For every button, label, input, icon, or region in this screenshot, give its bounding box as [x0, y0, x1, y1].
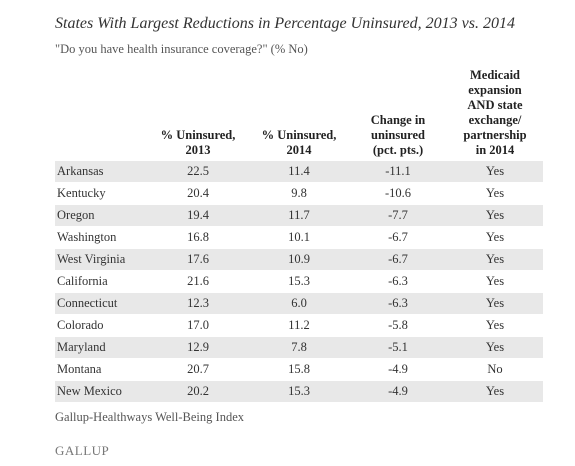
table-row: Arkansas 22.5 11.4 -11.1 Yes	[55, 161, 543, 183]
cell-state: West Virginia	[55, 248, 147, 271]
cell-uninsured-2014: 11.4	[249, 161, 349, 183]
source-footnote: Gallup-Healthways Well-Being Index	[55, 410, 244, 424]
cell-uninsured-2013: 17.0	[147, 314, 249, 337]
cell-uninsured-2014: 6.0	[249, 292, 349, 315]
table-row: Washington 16.8 10.1 -6.7 Yes	[55, 226, 543, 249]
table-header: % Uninsured, 2013 % Uninsured, 2014 Chan…	[55, 68, 543, 161]
cell-uninsured-2014: 15.3	[249, 270, 349, 293]
cell-medicaid: Yes	[447, 226, 543, 249]
cell-uninsured-2013: 19.4	[147, 204, 249, 227]
cell-uninsured-2013: 17.6	[147, 248, 249, 271]
cell-uninsured-2013: 22.5	[147, 161, 249, 183]
cell-uninsured-2014: 10.9	[249, 248, 349, 271]
cell-uninsured-2014: 9.8	[249, 182, 349, 205]
header-change: Change in uninsured (pct. pts.)	[370, 113, 426, 157]
cell-change: -11.1	[349, 161, 447, 183]
table-row: Colorado 17.0 11.2 -5.8 Yes	[55, 314, 543, 337]
cell-uninsured-2013: 16.8	[147, 226, 249, 249]
table-row: West Virginia 17.6 10.9 -6.7 Yes	[55, 248, 543, 271]
cell-uninsured-2013: 20.4	[147, 182, 249, 205]
cell-uninsured-2014: 15.8	[249, 358, 349, 381]
cell-medicaid: Yes	[447, 380, 543, 403]
cell-uninsured-2014: 7.8	[249, 336, 349, 359]
header-medicaid: Medicaid expansion AND state exchange/ p…	[463, 68, 527, 157]
cell-medicaid: Yes	[447, 248, 543, 271]
cell-medicaid: Yes	[447, 336, 543, 359]
cell-change: -10.6	[349, 182, 447, 205]
table-body: Arkansas 22.5 11.4 -11.1 Yes Kentucky 20…	[55, 161, 543, 403]
cell-state: Washington	[55, 226, 147, 249]
cell-uninsured-2014: 15.3	[249, 380, 349, 403]
cell-uninsured-2014: 10.1	[249, 226, 349, 249]
cell-state: Arkansas	[55, 161, 147, 183]
table-row: Maryland 12.9 7.8 -5.1 Yes	[55, 336, 543, 359]
cell-state: Kentucky	[55, 182, 147, 205]
cell-change: -4.9	[349, 380, 447, 403]
cell-change: -7.7	[349, 204, 447, 227]
cell-state: Connecticut	[55, 292, 147, 315]
cell-change: -5.1	[349, 336, 447, 359]
uninsured-table: % Uninsured, 2013 % Uninsured, 2014 Chan…	[55, 68, 543, 403]
header-uninsured-2013: % Uninsured, 2013	[160, 128, 236, 157]
cell-state: Maryland	[55, 336, 147, 359]
cell-medicaid: Yes	[447, 270, 543, 293]
cell-change: -6.3	[349, 292, 447, 315]
header-uninsured-2014: % Uninsured, 2014	[261, 128, 337, 157]
cell-medicaid: Yes	[447, 182, 543, 205]
table-row: Connecticut 12.3 6.0 -6.3 Yes	[55, 292, 543, 315]
cell-medicaid: No	[447, 358, 543, 381]
cell-medicaid: Yes	[447, 204, 543, 227]
header-state	[55, 68, 147, 161]
cell-change: -6.3	[349, 270, 447, 293]
table-row: California 21.6 15.3 -6.3 Yes	[55, 270, 543, 293]
cell-uninsured-2014: 11.2	[249, 314, 349, 337]
cell-change: -4.9	[349, 358, 447, 381]
cell-uninsured-2013: 20.7	[147, 358, 249, 381]
cell-change: -6.7	[349, 248, 447, 271]
gallup-logo: GALLUP	[55, 443, 110, 458]
table-row: Montana 20.7 15.8 -4.9 No	[55, 358, 543, 381]
cell-state: California	[55, 270, 147, 293]
cell-state: Oregon	[55, 204, 147, 227]
table-row: Kentucky 20.4 9.8 -10.6 Yes	[55, 182, 543, 205]
cell-uninsured-2013: 20.2	[147, 380, 249, 403]
cell-uninsured-2013: 21.6	[147, 270, 249, 293]
chart-title: States With Largest Reductions in Percen…	[55, 15, 515, 32]
cell-change: -5.8	[349, 314, 447, 337]
cell-change: -6.7	[349, 226, 447, 249]
cell-state: Montana	[55, 358, 147, 381]
cell-state: New Mexico	[55, 380, 147, 403]
cell-medicaid: Yes	[447, 292, 543, 315]
survey-question-subtitle: "Do you have health insurance coverage?"…	[55, 42, 308, 56]
cell-uninsured-2014: 11.7	[249, 204, 349, 227]
cell-medicaid: Yes	[447, 161, 543, 183]
table-row: Oregon 19.4 11.7 -7.7 Yes	[55, 204, 543, 227]
cell-medicaid: Yes	[447, 314, 543, 337]
cell-uninsured-2013: 12.9	[147, 336, 249, 359]
cell-uninsured-2013: 12.3	[147, 292, 249, 315]
cell-state: Colorado	[55, 314, 147, 337]
table-row: New Mexico 20.2 15.3 -4.9 Yes	[55, 380, 543, 403]
